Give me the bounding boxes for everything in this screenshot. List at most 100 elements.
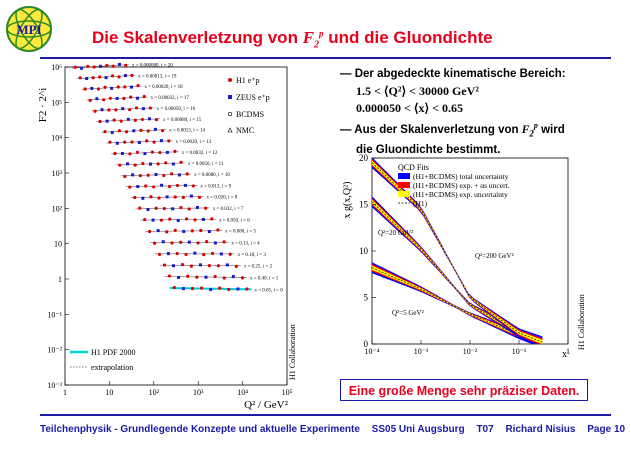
legend-bcdms-marker [228, 111, 233, 116]
f2-scaling-chart: x = 0.000050, i = 21x = 0.000080, i = 20… [38, 62, 297, 411]
h1-point [130, 73, 134, 77]
bullet2-f2: F2p [522, 121, 538, 138]
h1-point [123, 174, 127, 179]
zeus-point [204, 275, 208, 279]
uncertainty-band [372, 160, 543, 344]
header-rule [40, 57, 611, 59]
h1-point [157, 196, 161, 200]
h1-point [167, 139, 171, 143]
h1-point [98, 119, 102, 124]
h1-point [196, 241, 200, 245]
zeus-point [141, 107, 145, 111]
left-legend-bottom: H1 PDF 2000 extrapolation [70, 348, 135, 372]
h1-point [170, 172, 174, 176]
h1-point [122, 96, 126, 101]
bin-label: x = 0.032, i = 7 [213, 207, 244, 212]
h1-point [179, 206, 183, 210]
h1-point [139, 128, 143, 132]
legend-pdf: H1 PDF 2000 [91, 348, 135, 357]
bin-label: x = 0.25, i = 2 [244, 265, 273, 270]
zeus-point [165, 195, 169, 199]
right-chart-ylabel: x g(x,Q²) [342, 182, 353, 219]
right-chart-xlabel: x [562, 349, 567, 360]
bin-label: x = 0.050, i = 6 [219, 218, 250, 223]
h1-point [128, 152, 132, 156]
h1-point [199, 228, 203, 233]
zeus-point [123, 74, 127, 78]
h1-point [102, 98, 106, 102]
h1-point [186, 274, 190, 278]
x-tick-label: 10 [105, 388, 113, 397]
zeus-point [100, 108, 104, 112]
zeus-point [110, 86, 114, 90]
h1-point [173, 228, 177, 232]
gluon-legend-h1: (H1) [413, 199, 428, 208]
zeus-point [153, 127, 157, 131]
h1-point [189, 264, 194, 268]
bullet2-suffix: wird [537, 123, 565, 136]
zeus-point [129, 85, 133, 89]
h1-point [190, 229, 194, 233]
zeus-point [176, 218, 180, 222]
h1-point [150, 150, 155, 154]
h1-point [173, 149, 177, 153]
h1-point [222, 240, 226, 244]
h1-point [145, 139, 149, 143]
footer-page: Page 10 [587, 424, 626, 435]
y-tick-label: 10³ [52, 169, 63, 178]
gluon-legend-exp: (H1+BCDMS) exp. uncertainty [413, 190, 508, 199]
h1-point [138, 174, 143, 178]
title-f: F [302, 28, 315, 47]
h1-point [105, 63, 109, 68]
h1-point [110, 74, 115, 78]
zeus-point [126, 162, 130, 166]
zeus-point [225, 263, 229, 267]
h1-point [162, 206, 167, 211]
h1-point [108, 96, 113, 100]
zeus-point [187, 240, 191, 244]
left-legend: H1 e⁺p ZEUS e⁺p BCDMS NMC [227, 76, 270, 135]
curve-label-q5: Q²=5 GeV² [392, 309, 424, 317]
footer-term: SS05 Uni Augsburg [371, 424, 465, 435]
h1-point [108, 140, 112, 144]
h1-point [205, 239, 209, 244]
zeus-point [136, 185, 140, 189]
zeus-point [135, 96, 139, 100]
footer-author: Richard Nisius [505, 424, 576, 435]
bin-label: x = 0.020, i = 8 [207, 196, 238, 201]
bin-label: x = 0.18, i = 3 [238, 253, 267, 258]
gluon-legend: QCD Fits (H1+BCDMS) total uncertainty (H… [398, 163, 510, 208]
legend-extrap: extrapolation [91, 363, 133, 372]
zeus-point [236, 287, 240, 291]
h1-point [152, 185, 156, 189]
bullet-gluon-density: die Gluondichte bestimmt. [356, 144, 501, 157]
zeus-point [154, 172, 158, 176]
bin-label: x = 0.0080, i = 10 [194, 173, 230, 178]
zeus-point [121, 107, 125, 111]
right-side-label: H1 Collaboration [577, 294, 586, 350]
h1-point [216, 228, 220, 232]
bin-label: x = 0.00013, i = 19 [138, 74, 177, 79]
zeus-point [189, 194, 193, 198]
h1-point [113, 151, 117, 156]
h1-point [202, 252, 206, 257]
title-prefix: Die Skalenverletzung von [92, 28, 303, 47]
h1-fit-line [371, 162, 543, 343]
h1-point [210, 217, 214, 221]
zeus-point [156, 229, 160, 233]
h1-point [128, 185, 132, 189]
h1-point [136, 84, 140, 88]
h1-point [149, 195, 153, 199]
zeus-point [177, 275, 181, 279]
zeus-point [137, 140, 141, 144]
gluon-legend-title: QCD Fits [398, 163, 429, 172]
h1-point [170, 241, 174, 245]
h1-point [142, 94, 146, 99]
gluon-x-tick-label: 10⁻³ [414, 347, 429, 356]
zeus-point [209, 287, 213, 291]
zeus-point [201, 217, 205, 221]
bin-label: x = 0.0032, i = 12 [182, 151, 218, 156]
h1-point [190, 286, 195, 291]
h1-point [146, 129, 150, 133]
h1-point [114, 108, 118, 112]
